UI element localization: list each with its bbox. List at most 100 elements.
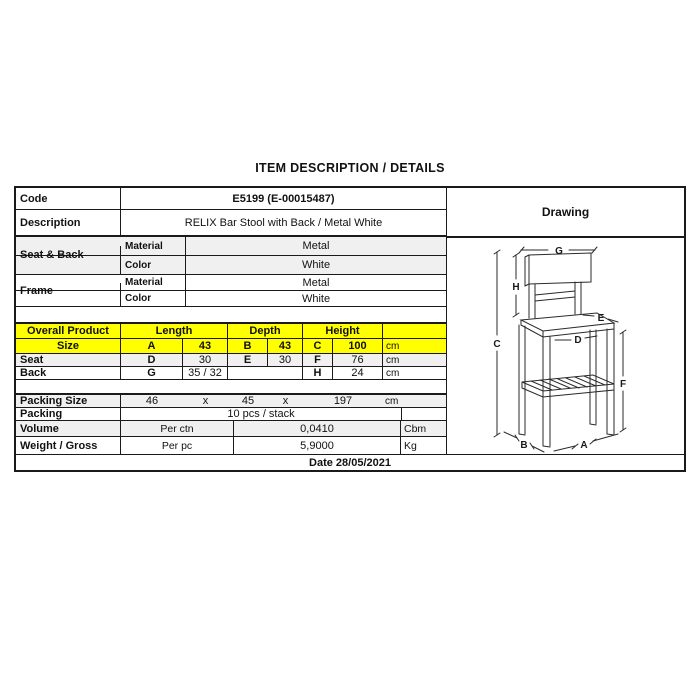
code-label: Code xyxy=(16,188,121,209)
size-seat-row: Seat D 30 E 30 F 76 cm xyxy=(16,354,446,367)
packing-label: Packing xyxy=(16,408,121,420)
weight-label: Weight / Gross xyxy=(16,437,121,454)
spec-table: Code E5199 (E-00015487) Description RELI… xyxy=(14,186,686,472)
overall-height-key: C xyxy=(303,339,333,353)
packing-size-v1: 46 xyxy=(145,395,159,407)
description-label: Description xyxy=(16,210,121,235)
packing-size-x1: x xyxy=(202,395,209,407)
volume-per: Per ctn xyxy=(121,421,234,436)
seatback-material-value: Metal xyxy=(302,240,330,252)
description-value: RELIX Bar Stool with Back / Metal White xyxy=(184,216,383,229)
overall-length-key: A xyxy=(121,339,183,353)
table-body: Code E5199 (E-00015487) Description RELI… xyxy=(16,188,684,454)
back-unit: cm xyxy=(386,367,400,379)
stool-drawing: G H C E D F B A xyxy=(493,246,627,453)
seatback-material-label: Material xyxy=(121,237,186,255)
overall-height-value: 100 xyxy=(333,339,383,353)
dim-label-c: C xyxy=(493,339,500,350)
dim-label-a: A xyxy=(580,440,587,451)
drawing-section: Drawing xyxy=(447,188,684,454)
description-row: Description RELIX Bar Stool with Back / … xyxy=(16,210,446,237)
date-text: Date 28/05/2021 xyxy=(309,456,391,469)
seat-unit: cm xyxy=(386,354,400,366)
page-title: ITEM DESCRIPTION / DETAILS xyxy=(255,161,445,175)
frame-material-row: Frame Material Metal xyxy=(16,275,446,298)
dim-label-h: H xyxy=(512,282,519,293)
frame-color-label: Color xyxy=(121,291,186,306)
packing-row: Packing 10 pcs / stack xyxy=(16,408,446,421)
overall-size-label: Overall Product xyxy=(16,324,121,338)
size-back-row: Back G 35 / 32 H 24 cm xyxy=(16,367,446,380)
packing-unit-blank xyxy=(402,408,446,420)
frame-material-value: Metal xyxy=(302,276,330,289)
frame-color-value: White xyxy=(301,292,331,305)
seat-row-label: Seat xyxy=(16,354,121,366)
length-header: Length xyxy=(121,324,228,338)
overall-depth-key: B xyxy=(228,339,268,353)
frame-label-spacer xyxy=(16,291,121,306)
code-row: Code E5199 (E-00015487) xyxy=(16,188,446,210)
overall-depth-value: 43 xyxy=(268,339,303,353)
seat-height-key: F xyxy=(303,354,333,366)
details-section: Code E5199 (E-00015487) Description RELI… xyxy=(16,188,447,454)
weight-value: 5,9000 xyxy=(234,437,401,454)
seat-depth-key: E xyxy=(228,354,268,366)
date-row: Date 28/05/2021 xyxy=(16,454,684,470)
frame-label: Frame xyxy=(16,283,121,298)
dim-label-f: F xyxy=(620,379,626,390)
volume-row: Volume Per ctn 0,0410 Cbm xyxy=(16,421,446,437)
code-value: E5199 (E-00015487) xyxy=(232,192,335,205)
seatback-label: Seat & Back xyxy=(16,246,121,264)
spacer-row xyxy=(16,307,446,324)
volume-value: 0,0410 xyxy=(234,421,401,436)
frame-color-row: Color White xyxy=(16,291,446,307)
drawing-area: G H C E D F B A xyxy=(447,238,684,454)
seatback-color-value: White xyxy=(301,259,331,271)
packing-size-row: Packing Size 46 x 45 x 197 cm xyxy=(16,395,446,408)
overall-length-value: 43 xyxy=(183,339,228,353)
seat-height-value: 76 xyxy=(333,354,383,366)
seat-length-value: 30 xyxy=(183,354,228,366)
back-length-value: 35 / 32 xyxy=(183,367,228,379)
volume-label: Volume xyxy=(16,421,121,436)
back-depth-blank xyxy=(228,367,303,379)
unit-header-blank xyxy=(383,324,446,338)
spacer-row-2 xyxy=(16,380,446,395)
dim-label-d: D xyxy=(574,335,581,346)
seat-depth-value: 30 xyxy=(268,354,303,366)
overall-size-label-line2: Size xyxy=(16,339,121,353)
packing-size-unit: cm xyxy=(385,395,399,407)
packing-value: 10 pcs / stack xyxy=(121,408,402,420)
back-height-key: H xyxy=(303,367,333,379)
size-header-row: Overall Product Length Depth Height xyxy=(16,324,446,339)
size-overall-row: Size A 43 B 43 C 100 cm xyxy=(16,339,446,354)
packing-size-label: Packing Size xyxy=(16,395,121,407)
weight-row: Weight / Gross Per pc 5,9000 Kg xyxy=(16,437,446,454)
frame-material-label: Material xyxy=(121,275,186,290)
seatback-color-label: Color xyxy=(121,256,186,274)
dim-label-e: E xyxy=(598,313,605,324)
packing-size-values: 46 x 45 x 197 cm xyxy=(121,395,446,407)
overall-unit: cm xyxy=(386,340,400,352)
dim-label-g: G xyxy=(555,246,563,257)
packing-size-v3: 197 xyxy=(333,395,353,407)
dim-label-b: B xyxy=(520,440,527,451)
seatback-label-spacer xyxy=(16,256,121,274)
overall-size-label-line1: Overall Product xyxy=(27,324,109,337)
seatback-color-row: Color White xyxy=(16,256,446,275)
packing-size-v2: 45 xyxy=(241,395,255,407)
spacer-cell xyxy=(16,307,446,322)
packing-size-grid: 46 x 45 x 197 cm xyxy=(121,395,446,407)
depth-header: Depth xyxy=(228,324,303,338)
volume-unit: Cbm xyxy=(404,422,427,435)
back-length-key: G xyxy=(121,367,183,379)
seat-length-key: D xyxy=(121,354,183,366)
packing-size-x2: x xyxy=(282,395,289,407)
back-height-value: 24 xyxy=(333,367,383,379)
weight-per: Per pc xyxy=(121,437,234,454)
spacer-cell-2 xyxy=(16,380,446,393)
weight-unit: Kg xyxy=(404,439,417,452)
height-header: Height xyxy=(303,324,383,338)
seatback-material-row: Seat & Back Material Metal xyxy=(16,237,446,264)
